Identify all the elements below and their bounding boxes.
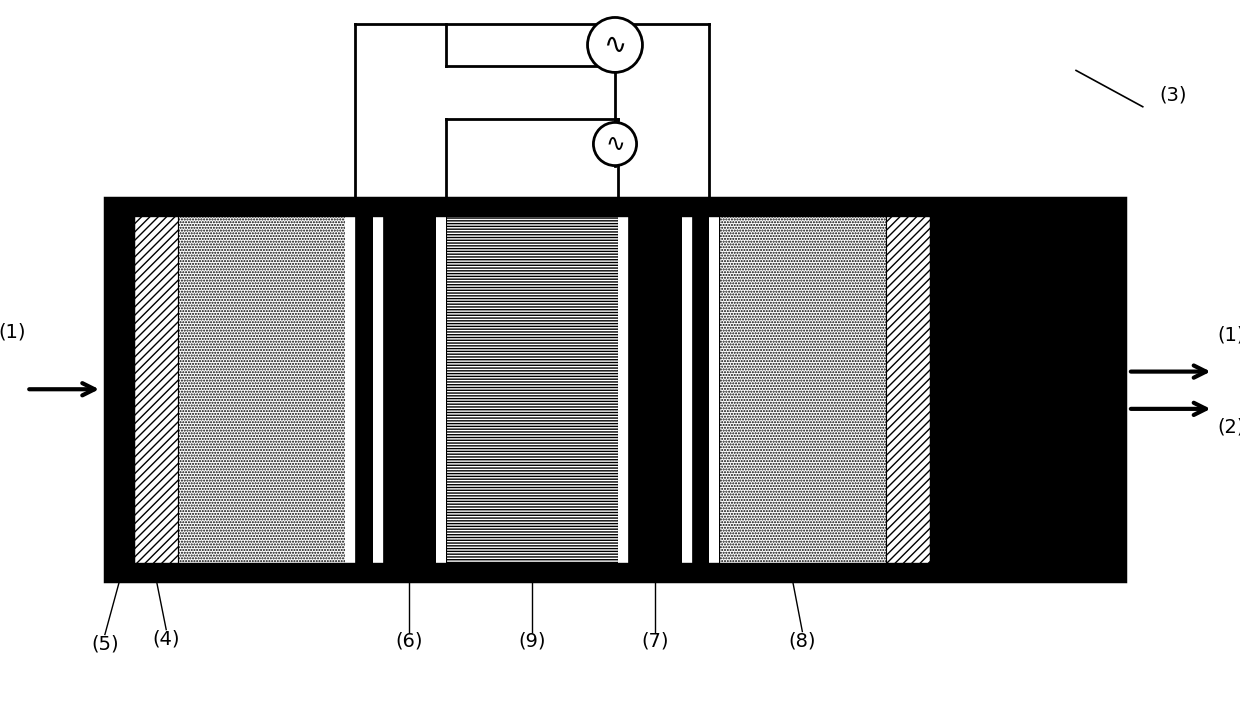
- Bar: [719, 198, 885, 580]
- Bar: [692, 198, 709, 580]
- Bar: [345, 198, 355, 580]
- Bar: [682, 198, 692, 580]
- Bar: [105, 198, 1125, 216]
- Bar: [373, 198, 382, 580]
- Bar: [105, 563, 1125, 580]
- Bar: [105, 198, 134, 580]
- Text: (4): (4): [153, 629, 180, 648]
- Bar: [179, 198, 345, 580]
- Text: ∿: ∿: [605, 132, 625, 156]
- Bar: [134, 198, 930, 580]
- Bar: [627, 198, 682, 580]
- Text: (9): (9): [518, 632, 546, 651]
- Text: (7): (7): [641, 632, 668, 651]
- Text: (2): (2): [1218, 417, 1240, 436]
- Bar: [930, 198, 1125, 580]
- Bar: [446, 198, 618, 580]
- Text: (1): (1): [0, 323, 26, 342]
- Bar: [105, 198, 1125, 580]
- Bar: [134, 198, 179, 580]
- Text: (1): (1): [1218, 326, 1240, 345]
- Circle shape: [594, 123, 636, 165]
- Bar: [618, 198, 627, 580]
- Text: (8): (8): [789, 632, 816, 651]
- Bar: [885, 198, 930, 580]
- Bar: [382, 198, 436, 580]
- Circle shape: [588, 18, 642, 72]
- Bar: [709, 198, 719, 580]
- Bar: [436, 198, 446, 580]
- Text: (6): (6): [396, 632, 423, 651]
- Text: (5): (5): [91, 634, 119, 653]
- Text: ∿: ∿: [604, 31, 626, 59]
- Bar: [355, 198, 373, 580]
- Text: (3): (3): [1159, 86, 1187, 104]
